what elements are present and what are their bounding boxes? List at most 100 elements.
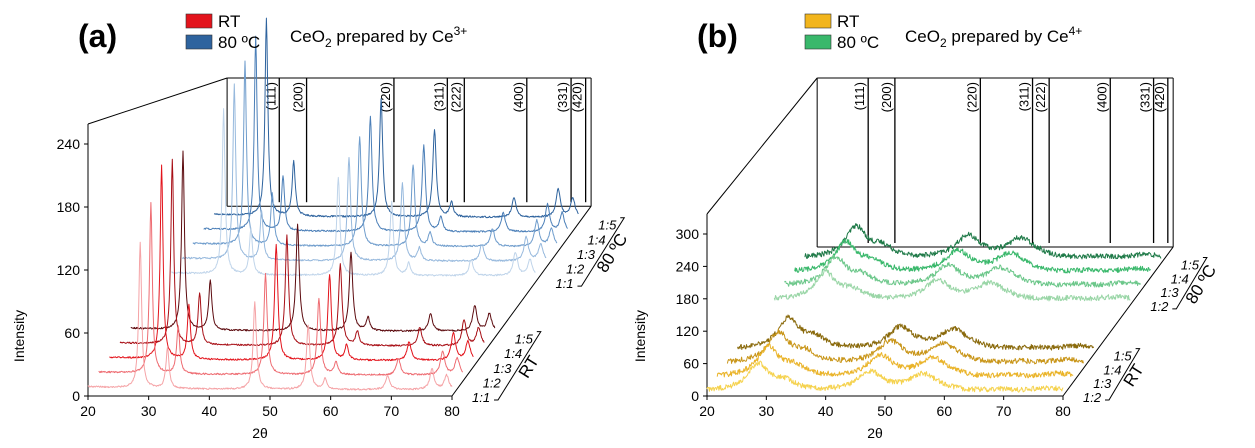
row-label: 1:3 (577, 247, 596, 262)
y-tick-label: 240 (676, 258, 700, 274)
title-part: prepared by Ce (332, 27, 454, 46)
legend-swatch (185, 34, 213, 50)
x-tick-label: 30 (759, 403, 775, 419)
row-label: 1:5 (598, 218, 617, 233)
x-tick-label: 60 (323, 403, 339, 419)
x-tick-label: 50 (262, 403, 278, 419)
depth-axis-line (1062, 246, 1174, 397)
y-tick-label: 120 (57, 262, 81, 278)
series-line (203, 35, 568, 233)
series-line (804, 223, 1162, 260)
panel-b: (111) (200) (220) (311) (222) (400) (331) (420)… (632, 12, 1220, 441)
group-bracket (494, 331, 542, 401)
series-line (192, 60, 558, 248)
group-bracket (1105, 348, 1141, 401)
x-tick-label: 50 (877, 403, 893, 419)
y-axis-label: Intensity (11, 310, 27, 362)
x-tick-label: 20 (80, 403, 96, 419)
y-tick-label: 120 (676, 323, 700, 339)
row-label: 1:3 (1161, 285, 1180, 300)
x-tick-label: 40 (818, 403, 834, 419)
row-label: 1:1 (555, 276, 573, 291)
legend-label: RT (837, 12, 859, 31)
x-tick-label: 80 (1055, 403, 1071, 419)
series-line (213, 17, 579, 219)
row-label: 1:4 (1171, 271, 1189, 286)
peak-label: (222) (1033, 82, 1048, 112)
title-part: prepared by Ce (947, 27, 1069, 46)
chart-title: CeO2 prepared by Ce4+ (905, 24, 1082, 50)
title-part: CeO (905, 27, 940, 46)
x-tick-label: 80 (444, 403, 460, 419)
row-label: 1:5 (515, 332, 534, 347)
series-line (784, 254, 1141, 288)
panel-label: (a) (78, 18, 117, 54)
series-line (716, 343, 1074, 379)
peak-label: (311) (1017, 82, 1032, 111)
title-superscript: 4+ (1069, 24, 1083, 38)
series-line (706, 360, 1064, 393)
back-left-edge (87, 77, 228, 125)
y-tick-label: 180 (57, 199, 81, 215)
x-tick-label: 70 (996, 403, 1012, 419)
back-left-edge (706, 77, 818, 215)
peak-label: (400) (511, 82, 526, 112)
series-line (98, 202, 464, 376)
title-part: CeO (290, 27, 325, 46)
row-label: 1:3 (1093, 376, 1112, 391)
peak-label: (311) (431, 82, 446, 111)
row-label: 1:5 (1181, 258, 1200, 273)
series-line (794, 239, 1152, 274)
y-tick-label: 60 (64, 325, 80, 341)
group-label: RT (1120, 361, 1148, 390)
panel-label: (b) (697, 18, 738, 54)
x-axis-label: 2θ (252, 425, 268, 441)
row-label: 1:3 (493, 361, 512, 376)
series-line (726, 328, 1084, 365)
legend-label: RT (218, 12, 240, 31)
group-bracket (577, 217, 626, 287)
y-tick-label: 0 (72, 388, 80, 404)
x-tick-label: 70 (384, 403, 400, 419)
peak-label: (331) (1138, 82, 1153, 112)
panel-a: (111) (200) (220) (311) (222) (400) (331) (420)… (11, 12, 631, 441)
row-label: 1:2 (566, 262, 585, 277)
legend-swatch (804, 13, 832, 29)
title-superscript: 3+ (454, 24, 468, 38)
y-tick-label: 0 (691, 388, 699, 404)
title-subscript: 2 (940, 36, 947, 50)
legend-swatch (804, 34, 832, 50)
y-tick-label: 60 (683, 356, 699, 372)
peak-label: (420) (1152, 82, 1167, 112)
row-label: 1:4 (504, 346, 522, 361)
series-line (181, 83, 547, 262)
peak-label: (111) (852, 82, 867, 110)
peak-label: (222) (448, 82, 463, 112)
row-label: 1:2 (483, 375, 502, 390)
legend-label: 80 ºC (218, 33, 260, 52)
series-line (171, 108, 536, 277)
legend-label: 80 ºC (837, 33, 879, 52)
title-subscript: 2 (325, 36, 332, 50)
series-line (130, 150, 496, 333)
group-bracket (1172, 257, 1208, 310)
peak-label: (220) (964, 82, 979, 112)
series-line (87, 241, 453, 391)
peak-label: (331) (555, 82, 570, 112)
row-label: 1:1 (472, 390, 490, 405)
y-tick-label: 240 (57, 136, 81, 152)
series-line (737, 314, 1095, 351)
row-label: 1:5 (1114, 349, 1133, 364)
x-tick-label: 40 (202, 403, 218, 419)
y-axis-label: Intensity (632, 310, 648, 362)
row-label: 1:4 (588, 232, 606, 247)
peak-label: (200) (291, 82, 306, 112)
series-line (109, 164, 474, 362)
peak-label: (400) (1094, 82, 1109, 112)
chart-title: CeO2 prepared by Ce3+ (290, 24, 467, 50)
legend-swatch (185, 13, 213, 29)
peak-label: (111) (263, 82, 278, 110)
y-tick-label: 180 (676, 291, 700, 307)
row-label: 1:4 (1103, 362, 1121, 377)
